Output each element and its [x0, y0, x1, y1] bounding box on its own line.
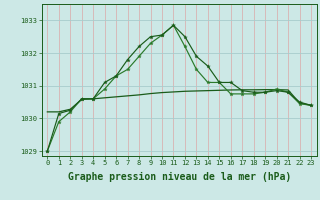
X-axis label: Graphe pression niveau de la mer (hPa): Graphe pression niveau de la mer (hPa)	[68, 172, 291, 182]
